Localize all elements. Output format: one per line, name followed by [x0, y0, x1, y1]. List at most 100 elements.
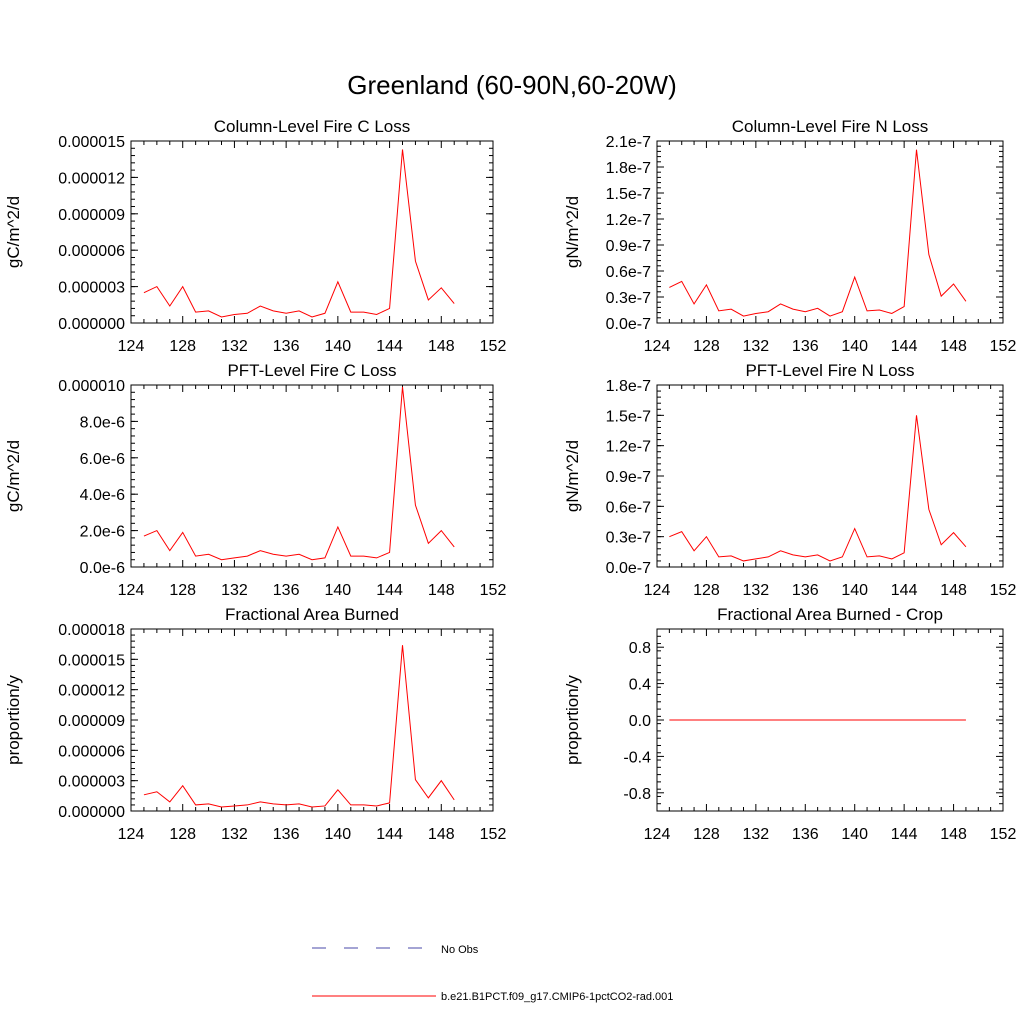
plot-frame	[130, 384, 494, 568]
y-axis-label: gN/m^2/d	[563, 440, 582, 512]
x-tick-label: 136	[273, 826, 300, 843]
chart-title: Column-Level Fire C Loss	[214, 117, 411, 136]
y-tick-label: 0.000018	[58, 622, 125, 639]
x-tick-label: 132	[221, 826, 248, 843]
x-tick-label: 148	[428, 582, 455, 599]
plot-frame	[130, 140, 494, 324]
x-tick-label: 124	[644, 826, 671, 843]
x-tick-label: 148	[428, 338, 455, 355]
x-tick-label: 140	[841, 582, 868, 599]
chart-panel: 124 128 132 136 140 144 148 152 0.0e-7 0.3e-7 0.6e…	[563, 361, 1016, 599]
chart-panel: 124 128 132 136 140 144 148 152 0.000000 0.000003…	[4, 605, 506, 843]
y-tick-label: 1.2e-7	[606, 212, 651, 229]
y-tick-label: 0.3e-7	[606, 290, 651, 307]
y-tick-label: -0.8	[623, 786, 651, 803]
series-line	[669, 149, 967, 317]
x-tick-label: 128	[169, 582, 196, 599]
chart-title: Fractional Area Burned	[225, 605, 399, 624]
x-tick-label: 152	[990, 338, 1017, 355]
x-tick-label: 148	[940, 826, 967, 843]
x-tick-label: 152	[480, 826, 507, 843]
y-tick-label: 0.000010	[58, 378, 125, 395]
y-axis-label: proportion/y	[563, 675, 582, 765]
x-tick-label: 136	[273, 338, 300, 355]
series-line	[143, 645, 455, 808]
x-tick-label: 148	[940, 582, 967, 599]
x-tick-label: 132	[221, 582, 248, 599]
y-axis-label: proportion/y	[4, 675, 23, 765]
y-tick-label: 0.4	[629, 677, 651, 694]
x-tick-label: 152	[480, 582, 507, 599]
y-tick-label: 1.8e-7	[606, 378, 651, 395]
y-axis-label: gC/m^2/d	[4, 196, 23, 268]
chart-title: Fractional Area Burned - Crop	[717, 605, 943, 624]
y-tick-label: 0.0	[629, 713, 651, 730]
x-tick-label: 148	[940, 338, 967, 355]
x-tick-label: 144	[376, 826, 403, 843]
x-tick-label: 132	[743, 338, 770, 355]
y-tick-label: 0.8	[629, 640, 651, 657]
x-tick-label: 128	[693, 826, 720, 843]
plot-frame	[656, 140, 1004, 324]
x-tick-label: 136	[792, 826, 819, 843]
x-tick-label: 128	[169, 338, 196, 355]
y-tick-label: 0.6e-7	[606, 499, 651, 516]
x-tick-label: 136	[792, 338, 819, 355]
chart-title: Column-Level Fire N Loss	[732, 117, 929, 136]
x-tick-label: 140	[325, 826, 352, 843]
x-tick-label: 136	[792, 582, 819, 599]
y-axis-label: gN/m^2/d	[563, 196, 582, 268]
x-tick-label: 132	[743, 582, 770, 599]
series-line	[143, 149, 455, 318]
y-tick-label: 1.2e-7	[606, 439, 651, 456]
x-tick-label: 140	[325, 338, 352, 355]
y-tick-label: 0.000006	[58, 743, 125, 760]
chart-title: PFT-Level Fire C Loss	[227, 361, 396, 380]
x-tick-label: 140	[325, 582, 352, 599]
y-tick-label: 0.0e-7	[606, 560, 651, 577]
y-tick-label: 0.000012	[58, 170, 125, 187]
legend-item-model-run: b.e21.B1PCT.f09_g17.CMIP6-1pctCO2-rad.00…	[312, 991, 673, 1003]
x-tick-label: 136	[273, 582, 300, 599]
y-tick-label: 0.000015	[58, 652, 125, 669]
y-axis-label: gC/m^2/d	[4, 440, 23, 512]
y-tick-label: 0.9e-7	[606, 238, 651, 255]
x-tick-label: 124	[644, 338, 671, 355]
x-tick-label: 128	[693, 338, 720, 355]
panels: 124 128 132 136 140 144 148 152 0.000000 0.000003…	[4, 117, 1016, 843]
x-tick-label: 144	[376, 582, 403, 599]
figure-title: Greenland (60-90N,60-20W)	[347, 70, 677, 100]
chart-panel: 124 128 132 136 140 144 148 152 -0.8 -0.4 0.0 0.4 0.…	[563, 605, 1016, 843]
series-line	[669, 415, 967, 562]
x-tick-label: 132	[221, 338, 248, 355]
series-line	[143, 386, 455, 561]
y-tick-label: 0.000009	[58, 207, 125, 224]
chart-panel: 124 128 132 136 140 144 148 152 0.000000 0.000003…	[4, 117, 506, 355]
x-tick-label: 152	[990, 826, 1017, 843]
chart-title: PFT-Level Fire N Loss	[745, 361, 914, 380]
legend-label-no-obs: No Obs	[441, 944, 479, 956]
chart-panel: 124 128 132 136 140 144 148 152 0.0e-6 2.0e-6 4.0e…	[4, 361, 506, 599]
y-tick-label: 0.0e-7	[606, 316, 651, 333]
y-tick-label: 0.0e-6	[80, 560, 125, 577]
y-tick-label: 0.000003	[58, 280, 125, 297]
x-tick-label: 140	[841, 826, 868, 843]
y-tick-label: 0.9e-7	[606, 469, 651, 486]
y-tick-label: 2.1e-7	[606, 134, 651, 151]
legend: No Obs b.e21.B1PCT.f09_g17.CMIP6-1pctCO2…	[312, 944, 673, 1003]
y-tick-label: 0.000015	[58, 134, 125, 151]
x-tick-label: 124	[118, 338, 145, 355]
x-tick-label: 144	[891, 338, 918, 355]
y-tick-label: 6.0e-6	[80, 451, 125, 468]
y-tick-label: 8.0e-6	[80, 414, 125, 431]
x-tick-label: 152	[990, 582, 1017, 599]
y-tick-label: 0.000009	[58, 713, 125, 730]
x-tick-label: 144	[891, 582, 918, 599]
y-tick-label: -0.4	[623, 749, 651, 766]
x-tick-label: 132	[743, 826, 770, 843]
x-tick-label: 124	[118, 582, 145, 599]
legend-item-no-obs: No Obs	[312, 944, 479, 956]
y-tick-label: 0.000012	[58, 683, 125, 700]
y-tick-label: 0.6e-7	[606, 264, 651, 281]
